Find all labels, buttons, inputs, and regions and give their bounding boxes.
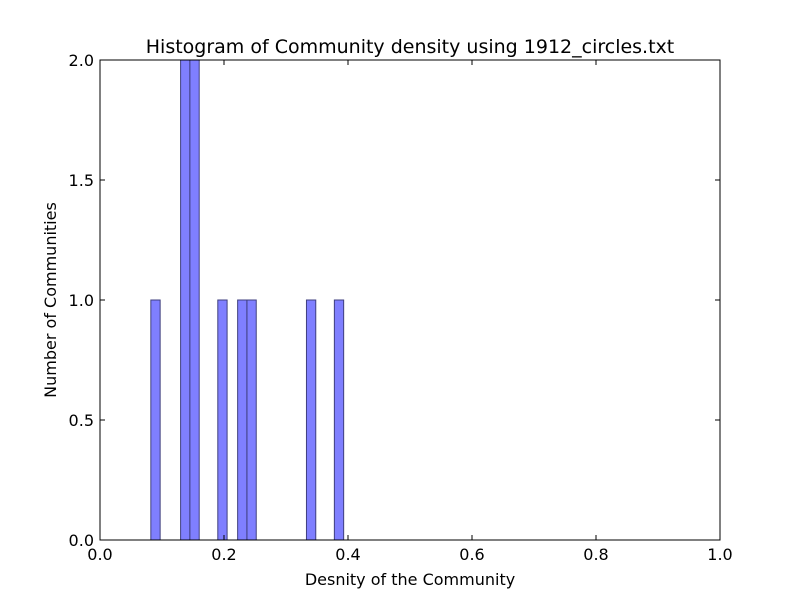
x-tick-label-3: 0.6 [459, 545, 484, 564]
histogram-bar-2 [189, 59, 200, 541]
x-tick-label-0: 0.0 [87, 545, 112, 564]
y-tick-label-4: 2.0 [69, 51, 94, 70]
histogram-bar-5 [246, 299, 257, 541]
y-tick-label-2: 1.0 [69, 291, 94, 310]
axis-ticks: 0.0 0.2 0.4 0.6 0.8 1.0 0.0 0.5 1.0 1.5 2.0 [69, 51, 733, 564]
y-axis-label: Number of Communities [41, 202, 60, 398]
x-tick-label-2: 0.4 [335, 545, 360, 564]
x-tick-label-1: 0.2 [211, 545, 236, 564]
histogram-bar-1 [180, 59, 191, 541]
histogram-bar-0 [150, 299, 161, 541]
y-tick-label-0: 0.0 [69, 531, 94, 550]
histogram-bar-7 [333, 299, 345, 541]
x-tick-label-4: 0.8 [583, 545, 608, 564]
chart-title: Histogram of Community density using 191… [146, 36, 675, 58]
histogram-bar-3 [217, 299, 228, 541]
y-tick-label-3: 1.5 [69, 171, 94, 190]
x-axis-label: Desnity of the Community [305, 570, 515, 589]
histogram-bars [150, 59, 345, 541]
y-tick-label-1: 0.5 [69, 411, 94, 430]
plot-frame [99, 59, 721, 541]
x-tick-label-5: 1.0 [707, 545, 732, 564]
histogram-bar-4 [237, 299, 248, 541]
histogram-bar-6 [305, 299, 317, 541]
